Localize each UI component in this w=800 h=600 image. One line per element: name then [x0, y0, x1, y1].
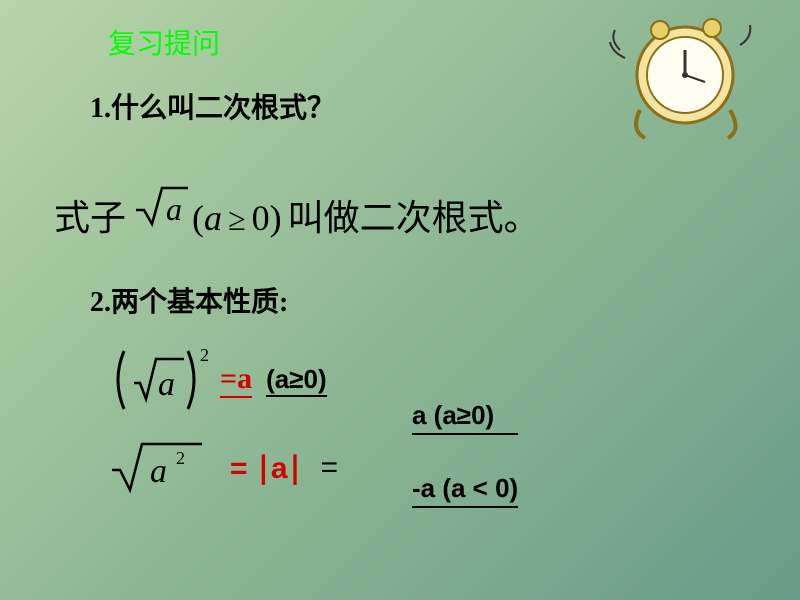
definition-suffix: 叫做二次根式。 [288, 189, 540, 241]
cond-open: ( [192, 197, 204, 239]
svg-text:2: 2 [176, 448, 185, 468]
cond-close: ) [270, 197, 282, 239]
sqrt-a-squared-icon: a 2 [106, 438, 206, 498]
case-neg: -a (a < 0) [412, 473, 518, 508]
svg-text:a: a [150, 453, 167, 490]
definition-prefix: 式子 [54, 189, 126, 241]
clock-illustration [600, 10, 760, 150]
sqrt-icon: a [132, 182, 192, 230]
paren-sqrt-squared-icon: a 2 [106, 345, 216, 415]
definition-math: a ( a ≥ 0 ) [132, 182, 282, 239]
property-1: a 2 =a (a≥0) [106, 345, 327, 415]
cond-gte: ≥ [228, 201, 246, 238]
piecewise-cases: a (a≥0) -a (a < 0) [412, 400, 518, 508]
svg-text:2: 2 [200, 345, 209, 365]
clock-icon [600, 10, 760, 150]
equals-abs-red: = ∣a∣ [230, 451, 303, 486]
section-header: 复习提问 [108, 22, 220, 62]
equals-a-red: =a [220, 362, 252, 398]
equals-black: = [321, 451, 339, 485]
definition-line: 式子 a ( a ≥ 0 ) 叫做二次根式。 [54, 182, 540, 241]
svg-text:a: a [166, 191, 182, 227]
question-2: 2.两个基本性质: [90, 280, 288, 320]
question-1: 1.什么叫二次根式？ [90, 86, 335, 126]
property-2: a 2 = ∣a∣ = [106, 438, 338, 498]
svg-text:a: a [158, 366, 175, 403]
case-nonneg: a (a≥0) [412, 400, 518, 435]
prop1-condition: (a≥0) [266, 364, 327, 397]
cond-zero: 0 [252, 197, 270, 239]
cond-var: a [204, 197, 222, 239]
